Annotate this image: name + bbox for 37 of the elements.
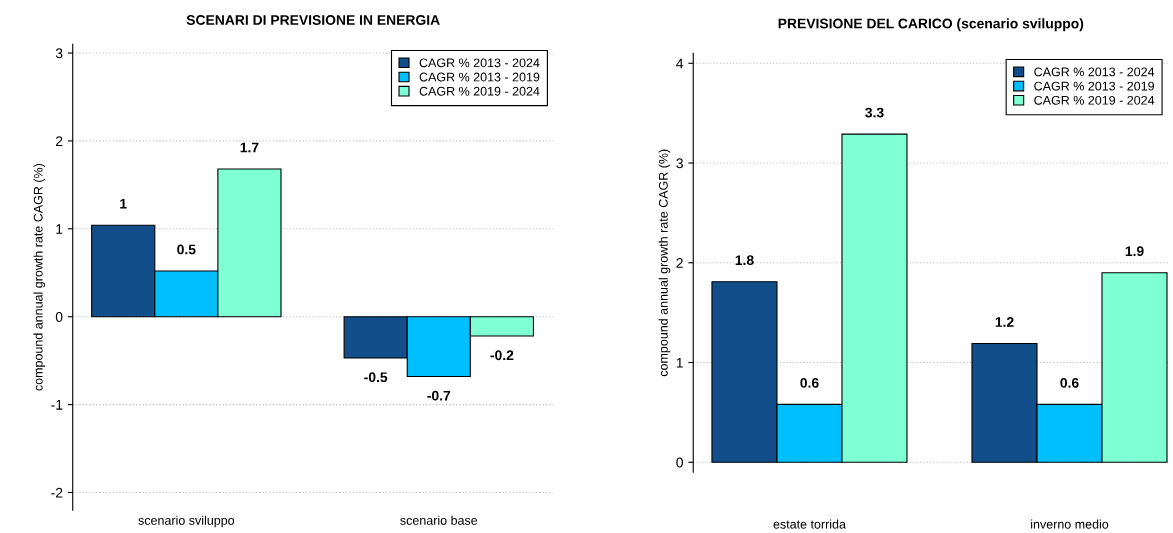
x-tick-label: scenario sviluppo bbox=[138, 515, 235, 528]
legend-label: CAGR % 2013 - 2024 bbox=[419, 58, 540, 68]
x-tick-label: scenario base bbox=[400, 515, 478, 525]
data-label: -0.5 bbox=[364, 372, 388, 383]
data-label: 1 bbox=[120, 198, 127, 209]
x-tick-label: inverno medio bbox=[1031, 519, 1109, 529]
data-label: 0.6 bbox=[1060, 377, 1079, 388]
y-axis-title: compound annual growth rate CAGR (%) bbox=[33, 163, 46, 391]
y-tick-label: 4 bbox=[676, 58, 684, 69]
data-label: 1.7 bbox=[240, 142, 259, 153]
data-label: 0.6 bbox=[800, 377, 819, 388]
data-label: 0.5 bbox=[177, 244, 196, 255]
y-tick-label: 0 bbox=[55, 312, 63, 322]
y-axis-title: compound annual growth rate CAGR (%) bbox=[658, 149, 671, 377]
data-label: 1.8 bbox=[735, 255, 754, 266]
data-label: 1.9 bbox=[1125, 246, 1144, 257]
y-tick-label: 3 bbox=[676, 158, 683, 169]
legend-label: CAGR % 2019 - 2024 bbox=[1034, 95, 1155, 105]
data-label: -0.7 bbox=[427, 390, 451, 401]
y-tick-label: 1 bbox=[676, 357, 683, 368]
legend-label: CAGR % 2013 - 2024 bbox=[1034, 67, 1155, 77]
y-tick-label: -2 bbox=[51, 487, 63, 498]
y-tick-label: 1 bbox=[56, 224, 63, 234]
y-tick-label: 2 bbox=[55, 136, 63, 146]
y-tick-label: -1 bbox=[51, 400, 63, 410]
legend-label: CAGR % 2013 - 2019 bbox=[1034, 81, 1154, 91]
chart-title: PREVISIONE DEL CARICO (scenario sviluppo) bbox=[778, 18, 1084, 32]
y-tick-label: 2 bbox=[676, 258, 683, 268]
data-label: 3.3 bbox=[865, 107, 884, 118]
legend-label: CAGR % 2013 - 2019 bbox=[419, 72, 540, 82]
y-tick-label: 3 bbox=[55, 48, 63, 59]
legend-label: CAGR % 2019 - 2024 bbox=[419, 86, 540, 96]
chart-title: SCENARI DI PREVISIONE IN ENERGIA bbox=[186, 15, 440, 25]
data-label: -0.2 bbox=[490, 350, 514, 361]
y-tick-label: 0 bbox=[676, 457, 683, 468]
data-label: 1.2 bbox=[995, 317, 1014, 327]
x-tick-label: estate torrida bbox=[773, 519, 846, 529]
